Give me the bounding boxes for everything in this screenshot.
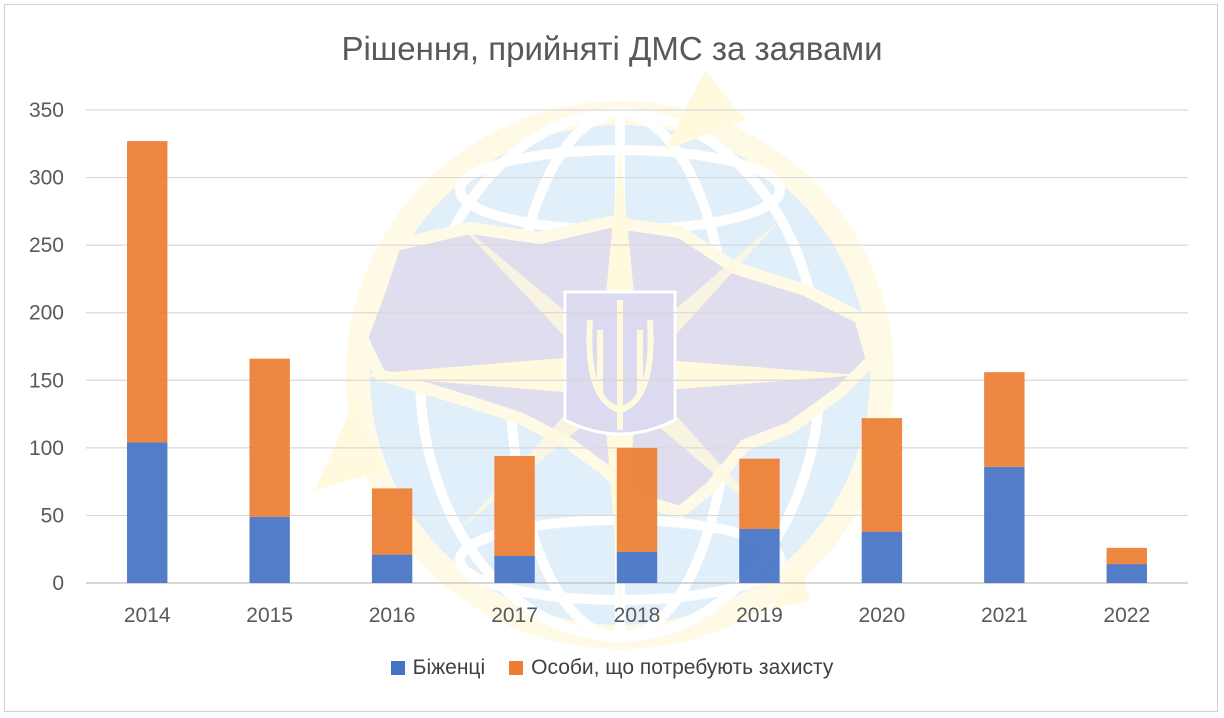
bar-refugees-2014 [127, 442, 168, 583]
x-tick-label: 2018 [614, 604, 661, 627]
legend-swatch-refugees [390, 661, 405, 675]
x-tick-label: 2017 [491, 604, 538, 627]
chart-frame [4, 4, 1218, 712]
x-tick-label: 2014 [124, 604, 171, 627]
x-axis-ticks: 2014 2015 2016 2017 2018 2019 2020 2021 2022 [124, 604, 1150, 627]
bar-refugees-2020 [861, 531, 903, 583]
bar-refugees-2017 [494, 555, 535, 583]
y-tick-label: 50 [41, 504, 64, 527]
bar-refugees-2018 [616, 551, 658, 583]
bar-protection-2016 [371, 488, 413, 555]
x-tick-label: 2019 [736, 604, 783, 627]
y-tick-label: 200 [29, 302, 64, 325]
bar-refugees-2022 [1106, 564, 1147, 583]
y-tick-label: 0 [52, 572, 64, 595]
legend-item-protection: Особи, що потребують захисту [509, 656, 833, 680]
y-tick-label: 250 [29, 234, 64, 257]
bar-protection-2022 [1106, 547, 1147, 565]
bars-group [127, 141, 1147, 583]
x-tick-label: 2020 [859, 604, 906, 627]
x-tick-label: 2015 [246, 604, 293, 627]
y-tick-label: 100 [29, 437, 64, 460]
bar-protection-2018 [616, 447, 658, 552]
bar-protection-2014 [127, 141, 168, 443]
y-axis-ticks: 0 50 100 150 200 250 300 350 [29, 99, 64, 595]
bar-refugees-2015 [249, 516, 290, 583]
y-tick-label: 300 [29, 167, 64, 190]
bar-protection-2020 [861, 418, 903, 532]
bar-protection-2015 [249, 358, 290, 517]
legend-label-refugees: Біженці [412, 656, 486, 679]
y-tick-label: 150 [29, 369, 64, 392]
bar-refugees-2016 [371, 554, 413, 583]
chart-legend: Біженці Особи, що потребують захисту [0, 656, 1224, 680]
bar-protection-2017 [494, 455, 535, 556]
bar-protection-2019 [739, 458, 780, 529]
x-tick-label: 2016 [369, 604, 416, 627]
bar-refugees-2019 [739, 528, 780, 583]
legend-swatch-protection [509, 661, 524, 675]
chart-title: Рішення, прийняті ДМС за заявами [341, 30, 883, 67]
legend-item-refugees: Біженці [390, 656, 486, 680]
x-tick-label: 2022 [1103, 604, 1150, 627]
bar-protection-2021 [984, 372, 1025, 467]
x-tick-label: 2021 [981, 604, 1028, 627]
y-tick-label: 350 [29, 99, 64, 122]
legend-label-protection: Особи, що потребують захисту [531, 656, 834, 679]
bar-refugees-2021 [984, 466, 1025, 583]
